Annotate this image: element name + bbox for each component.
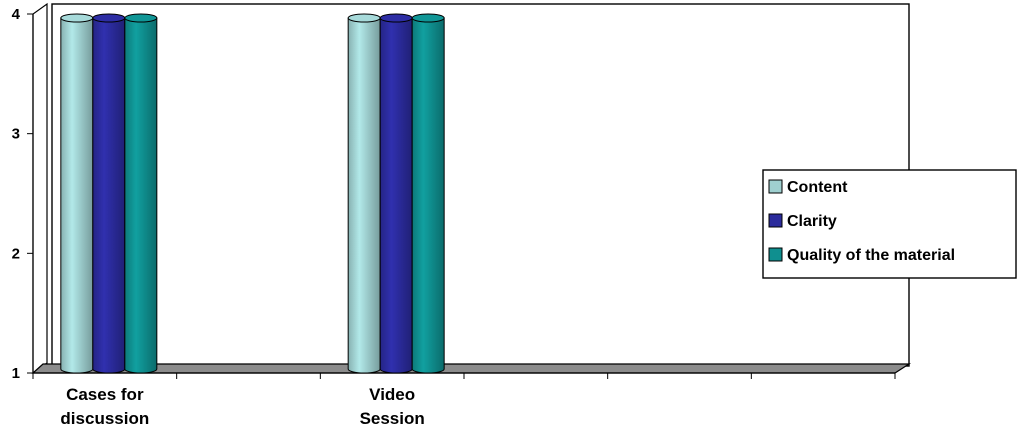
legend-label: Quality of the material (787, 247, 955, 264)
bar-series (60, 13, 445, 374)
legend-swatch (768, 247, 783, 262)
legend-swatch (768, 179, 783, 194)
x-category-label: Video (369, 385, 415, 404)
x-category-label: discussion (60, 409, 149, 428)
x-category-label: Session (360, 409, 425, 428)
y-tick-label: 3 (12, 126, 20, 143)
bar-content[interactable] (60, 17, 94, 374)
bar-top-cap (379, 13, 413, 23)
y-tick-label: 4 (12, 6, 21, 23)
bar-clarity[interactable] (92, 17, 126, 374)
legend[interactable]: Content Clarity Quality of the material (762, 169, 1017, 279)
x-axis: Cases for discussion Video Session (32, 372, 896, 428)
legend-label: Content (787, 179, 848, 196)
bar-top-cap (124, 13, 158, 23)
bar-clarity[interactable] (379, 17, 413, 374)
bar-quality-of-the-material[interactable] (124, 17, 158, 374)
y-axis: 1 2 3 4 (12, 6, 34, 382)
legend-label: Clarity (787, 213, 837, 230)
y-tick-label: 1 (12, 365, 20, 382)
x-category-label: Cases for (66, 385, 144, 404)
bar-top-cap (347, 13, 381, 23)
bar-top-cap (411, 13, 445, 23)
y-tick-label: 2 (12, 245, 20, 262)
chart-floor (31, 363, 912, 374)
bar-top-cap (92, 13, 126, 23)
side-wall (32, 2, 48, 375)
legend-swatch (768, 213, 783, 228)
floor-plane (31, 363, 912, 374)
bar-content[interactable] (347, 17, 381, 374)
legend-box (762, 169, 1017, 279)
bar-quality-of-the-material[interactable] (411, 17, 445, 374)
bar-top-cap (60, 13, 94, 23)
